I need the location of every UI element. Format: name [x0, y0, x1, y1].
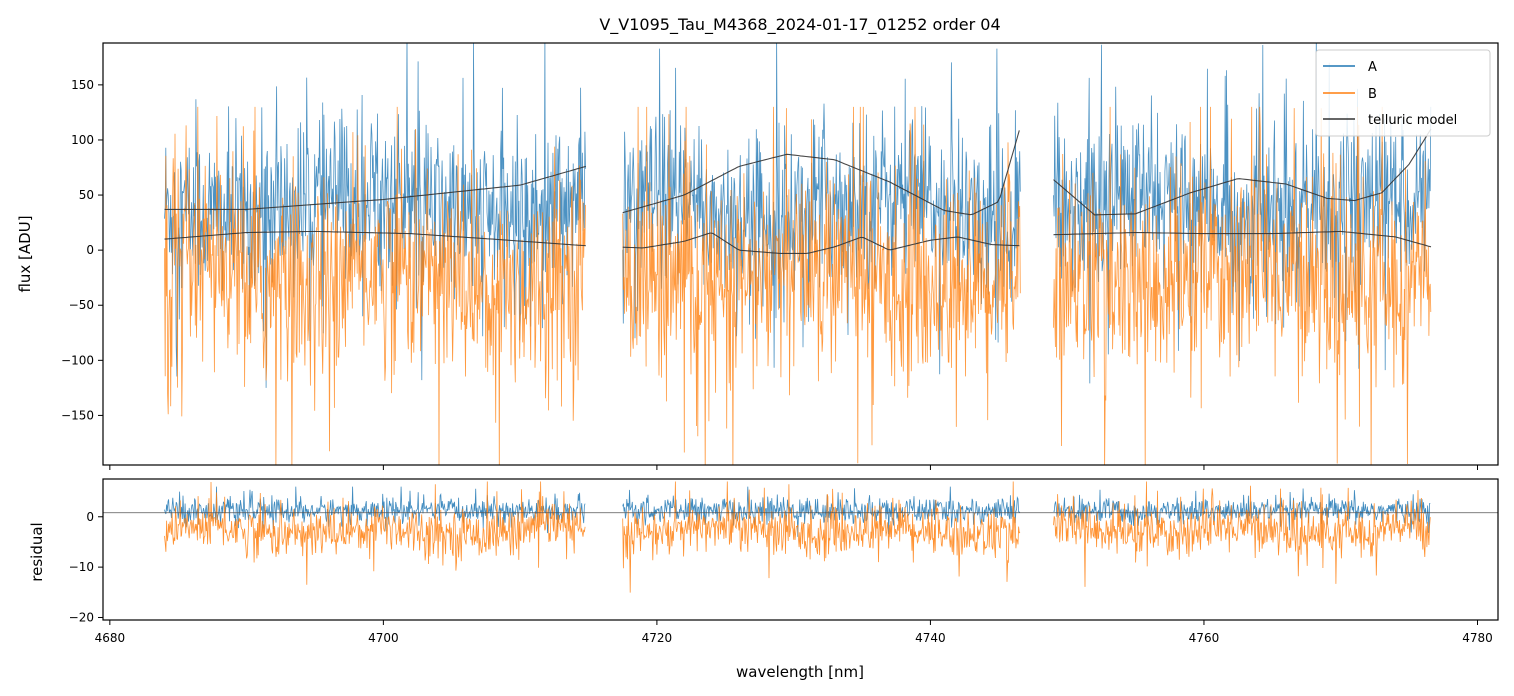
flux-axes-frame	[102, 42, 1499, 466]
residual-xtick-label: 4700	[368, 631, 399, 645]
residual-panel: 0 −10 −20 4680 4700 4720 4740 4760 4780 residua…	[28, 478, 1499, 681]
residual-ytick-label: 0	[86, 510, 94, 524]
series-a-line	[164, 43, 1432, 388]
residual-x-axis: 4680 4700 4720 4740 4760 4780	[95, 620, 1493, 645]
flux-y-label: flux [ADU]	[16, 215, 34, 292]
flux-panel: 150 100 50 0 −50 −100 −150 flux [ADU] A B tell…	[16, 42, 1499, 470]
legend: A B telluric model	[1315, 49, 1491, 137]
residual-xtick-label: 4780	[1462, 631, 1493, 645]
legend-label-b: B	[1368, 87, 1377, 102]
flux-ytick-label: 50	[79, 188, 94, 202]
legend-box	[1315, 49, 1491, 137]
residual-ytick-label: −20	[69, 610, 94, 624]
legend-label-a: A	[1368, 60, 1377, 75]
residual-y-label: residual	[28, 522, 46, 581]
legend-label-telluric: telluric model	[1368, 113, 1457, 128]
series-b-line	[164, 106, 1432, 465]
telluric-model-lower	[164, 230, 1432, 254]
flux-ytick-label: 0	[86, 243, 94, 257]
telluric-model-upper	[164, 128, 1432, 216]
residual-axes-frame	[102, 478, 1499, 621]
residual-xtick-label: 4720	[642, 631, 673, 645]
flux-ytick-label: −100	[61, 353, 94, 367]
residual-xtick-label: 4740	[915, 631, 946, 645]
flux-ytick-label: 150	[71, 78, 94, 92]
flux-ytick-label: 100	[71, 133, 94, 147]
x-axis-label: wavelength [nm]	[736, 663, 864, 681]
chart-title: V_V1095_Tau_M4368_2024-01-17_01252 order…	[599, 15, 1000, 35]
residual-xtick-label: 4760	[1189, 631, 1220, 645]
residual-y-axis: 0 −10 −20	[69, 510, 103, 624]
flux-ytick-label: −50	[69, 298, 94, 312]
flux-plot-area	[164, 43, 1432, 465]
flux-x-axis	[109, 465, 1478, 470]
residual-xtick-label: 4680	[95, 631, 126, 645]
flux-ytick-label: −150	[61, 408, 94, 422]
residual-b-line	[164, 481, 1431, 593]
residual-ytick-label: −10	[69, 560, 94, 574]
flux-y-axis: 150 100 50 0 −50 −100 −150	[61, 78, 103, 422]
residual-plot-area	[103, 481, 1498, 593]
